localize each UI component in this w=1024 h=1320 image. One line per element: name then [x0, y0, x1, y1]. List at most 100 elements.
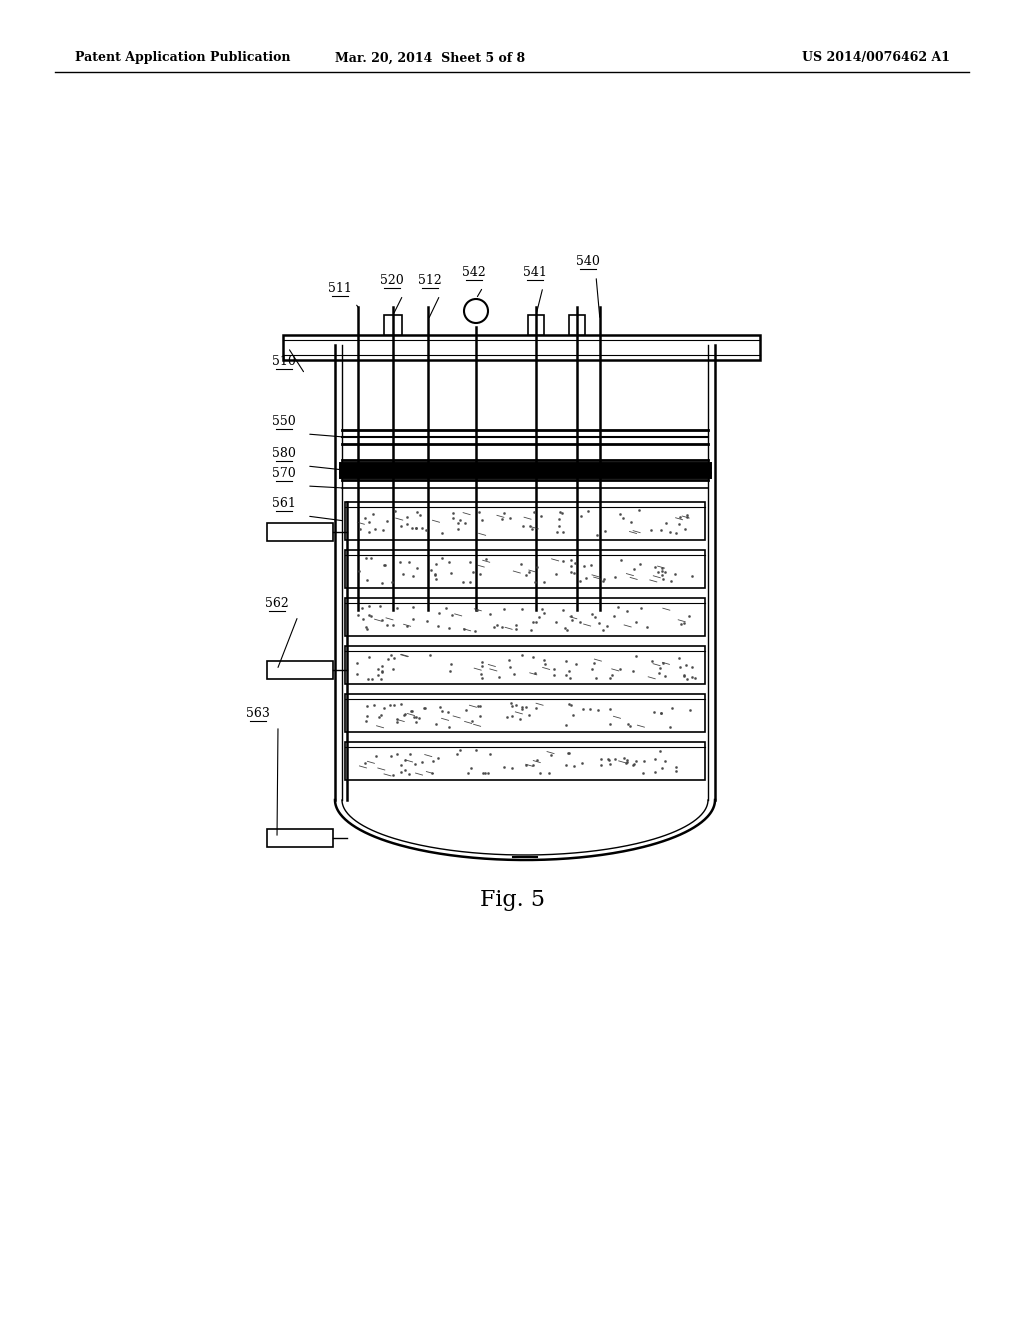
Bar — [283, 335, 760, 360]
Point — [422, 645, 438, 667]
Point — [526, 663, 543, 684]
Point — [494, 616, 510, 638]
Point — [588, 668, 604, 689]
Point — [403, 517, 420, 539]
Point — [625, 754, 641, 775]
Point — [389, 743, 406, 764]
Point — [557, 714, 573, 735]
Point — [583, 698, 599, 719]
Point — [358, 619, 375, 640]
Point — [682, 700, 698, 721]
Point — [440, 717, 457, 738]
Point — [672, 507, 688, 528]
Point — [502, 656, 518, 677]
Point — [645, 702, 662, 723]
Point — [631, 499, 647, 520]
Point — [373, 668, 389, 689]
Point — [397, 704, 414, 725]
Point — [676, 665, 692, 686]
Point — [398, 616, 415, 638]
Point — [409, 502, 425, 523]
Point — [633, 597, 649, 618]
Point — [462, 572, 478, 593]
Point — [562, 556, 579, 577]
Point — [366, 694, 382, 715]
Point — [368, 519, 384, 540]
Point — [376, 554, 392, 576]
Text: 561: 561 — [272, 498, 296, 510]
Text: 542: 542 — [462, 267, 485, 279]
Point — [529, 557, 546, 578]
Point — [664, 697, 680, 718]
Point — [536, 602, 552, 623]
Point — [352, 519, 369, 540]
Point — [678, 655, 694, 676]
Point — [416, 697, 432, 718]
Point — [445, 503, 462, 524]
Point — [388, 597, 404, 618]
Point — [440, 701, 457, 722]
Point — [564, 609, 581, 630]
Text: 511: 511 — [328, 282, 352, 294]
Point — [371, 706, 387, 727]
Bar — [384, 315, 402, 335]
Point — [350, 560, 367, 581]
Point — [565, 705, 582, 726]
Point — [401, 763, 418, 784]
Point — [513, 553, 529, 574]
Point — [652, 520, 669, 541]
Point — [684, 667, 700, 688]
Point — [474, 655, 490, 676]
Point — [549, 521, 565, 543]
Point — [671, 648, 687, 669]
Point — [558, 754, 574, 775]
Point — [374, 572, 390, 593]
Point — [404, 565, 421, 586]
Point — [408, 752, 424, 774]
Point — [383, 744, 399, 766]
Point — [385, 764, 401, 785]
Point — [601, 750, 617, 771]
Bar — [345, 502, 705, 540]
Point — [386, 694, 402, 715]
Point — [532, 506, 549, 527]
Point — [464, 710, 480, 731]
Point — [396, 750, 413, 771]
Point — [523, 519, 540, 540]
Point — [565, 755, 582, 776]
Point — [433, 548, 450, 569]
Point — [501, 649, 517, 671]
Point — [602, 713, 618, 734]
Point — [496, 598, 512, 619]
Point — [620, 752, 636, 774]
Point — [528, 750, 545, 771]
Point — [356, 507, 373, 528]
Point — [428, 569, 444, 590]
Point — [427, 564, 443, 585]
Point — [650, 562, 667, 583]
Point — [671, 513, 687, 535]
Point — [360, 595, 377, 616]
Point — [654, 758, 671, 779]
Text: 540: 540 — [577, 255, 600, 268]
Point — [568, 653, 585, 675]
Point — [423, 560, 439, 581]
Point — [586, 652, 602, 673]
Text: 562: 562 — [265, 597, 289, 610]
Point — [393, 515, 410, 536]
Point — [684, 565, 700, 586]
Point — [674, 614, 690, 635]
Point — [408, 517, 424, 539]
Point — [628, 751, 644, 772]
Point — [651, 663, 668, 684]
Point — [357, 616, 374, 638]
Point — [563, 694, 580, 715]
Point — [431, 602, 447, 623]
Point — [504, 696, 520, 717]
Point — [353, 598, 370, 619]
Point — [531, 763, 548, 784]
Point — [668, 756, 684, 777]
Point — [584, 659, 600, 680]
Point — [668, 523, 684, 544]
Point — [360, 511, 377, 532]
